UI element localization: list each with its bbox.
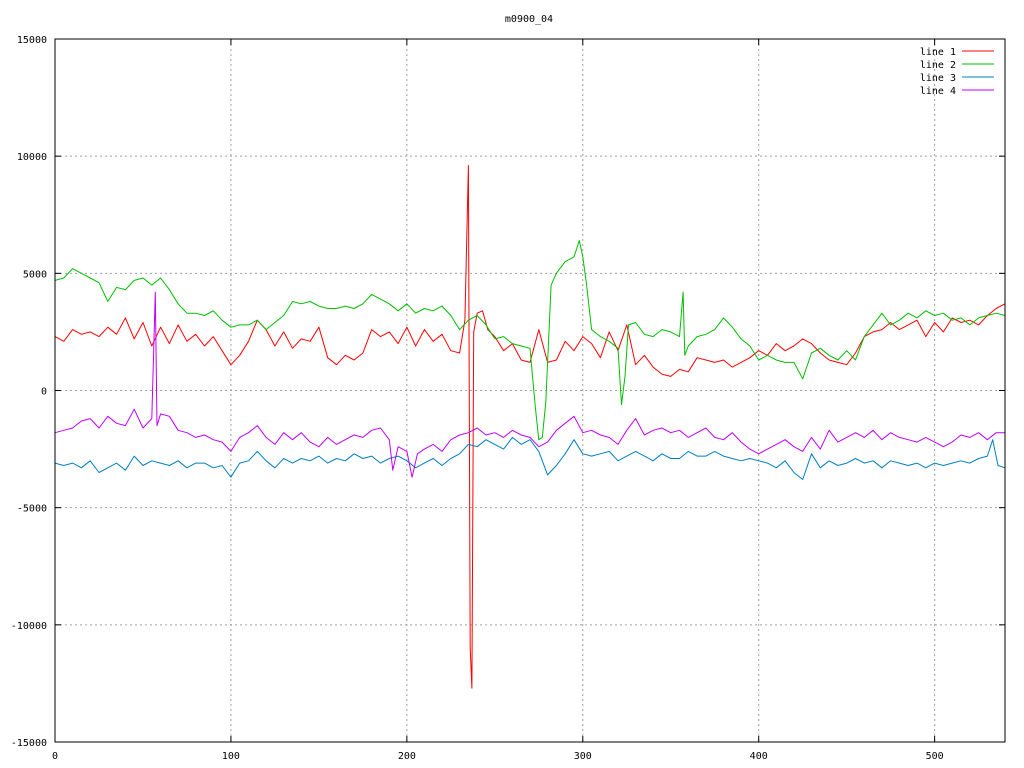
y-tick-label: 10000: [17, 152, 47, 163]
series-line-3: [54, 436, 1006, 480]
series-line-2: [54, 240, 1006, 441]
chart-title: m0900_04: [505, 14, 553, 25]
x-tick-label: 100: [222, 751, 240, 762]
legend-label-4: line 4: [920, 86, 956, 97]
series-line-1: [54, 165, 1006, 689]
y-tick-label: 15000: [17, 35, 47, 46]
x-tick-label: 500: [926, 751, 944, 762]
legend: line 1 line 2 line 3 line 4: [920, 47, 994, 97]
legend-label-3: line 3: [920, 73, 956, 84]
series-group: [54, 165, 1006, 689]
x-tick-label: 300: [574, 751, 592, 762]
series-line-4: [54, 291, 1005, 478]
y-tick-label: -10000: [11, 621, 47, 632]
y-tick-label: 0: [41, 387, 47, 398]
grid: [55, 39, 1005, 742]
axis-tick-labels: -15000 -10000 -5000 0 5000 10000 15000 0 100 200 3…: [11, 35, 944, 762]
x-tick-label: 0: [52, 751, 58, 762]
legend-label-2: line 2: [920, 60, 956, 71]
x-tick-label: 400: [750, 751, 768, 762]
y-tick-label: 5000: [23, 269, 47, 280]
axis-ticks: [54, 38, 1005, 743]
y-tick-label: -5000: [17, 504, 47, 515]
legend-label-1: line 1: [920, 47, 956, 58]
y-tick-label: -15000: [11, 738, 47, 749]
x-tick-label: 200: [398, 751, 416, 762]
